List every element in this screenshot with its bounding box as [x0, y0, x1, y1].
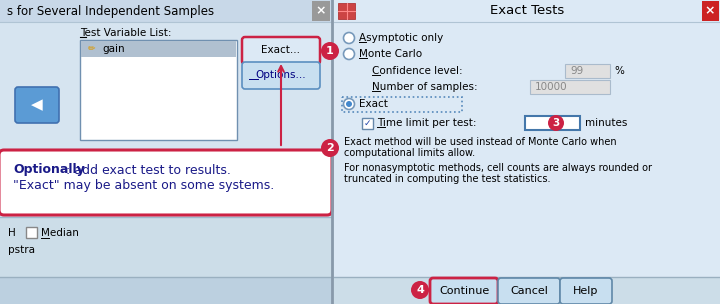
Circle shape [343, 33, 354, 43]
Circle shape [548, 115, 564, 131]
Text: 3: 3 [552, 118, 559, 128]
Text: Exact: Exact [359, 99, 388, 109]
Bar [0, 277, 332, 304]
Text: truncated in computing the test statistics.: truncated in computing the test statisti… [344, 174, 551, 184]
Text: ×: × [705, 5, 715, 18]
Text: For nonasymptotic methods, cell counts are always rounded or: For nonasymptotic methods, cell counts a… [344, 163, 652, 173]
Text: computational limits allow.: computational limits allow. [344, 148, 475, 158]
Text: : add exact test to results.: : add exact test to results. [66, 164, 231, 177]
Text: Continue: Continue [439, 286, 489, 296]
Text: 4: 4 [416, 285, 424, 295]
Bar [338, 3, 355, 19]
Bar [334, 0, 720, 304]
Text: Optionally: Optionally [13, 164, 85, 177]
Text: 2: 2 [326, 143, 334, 153]
Bar [26, 227, 37, 238]
Text: ✏: ✏ [87, 44, 95, 54]
Text: 5: 5 [531, 118, 538, 128]
Text: pstra: pstra [8, 245, 35, 255]
Text: gain: gain [102, 44, 125, 54]
Bar [565, 64, 610, 78]
Circle shape [343, 49, 354, 60]
FancyBboxPatch shape [560, 278, 612, 304]
Text: Exact method will be used instead of Monte Carlo when: Exact method will be used instead of Mon… [344, 137, 616, 147]
FancyBboxPatch shape [430, 278, 498, 304]
Text: 1: 1 [326, 46, 334, 56]
Text: Confidence level:: Confidence level: [372, 66, 463, 76]
Bar [362, 118, 373, 129]
Text: s for Several Independent Samples: s for Several Independent Samples [7, 5, 214, 18]
Bar [0, 0, 332, 304]
Text: ×: × [316, 5, 326, 18]
Bar [525, 116, 580, 130]
FancyBboxPatch shape [242, 37, 320, 64]
Text: 10000: 10000 [535, 82, 567, 92]
Text: Cancel: Cancel [510, 286, 548, 296]
Text: Asymptotic only: Asymptotic only [359, 33, 444, 43]
Bar [702, 1, 719, 21]
Text: minutes: minutes [585, 118, 627, 128]
Text: ✓: ✓ [364, 119, 372, 127]
Text: Test Variable List:: Test Variable List: [80, 28, 171, 38]
Bar [0, 217, 332, 304]
Text: H: H [8, 228, 16, 238]
Bar [334, 0, 720, 22]
Text: Exact...: Exact... [261, 45, 300, 55]
Circle shape [321, 139, 339, 157]
Bar [342, 97, 462, 112]
Bar [81, 41, 236, 57]
FancyBboxPatch shape [242, 62, 320, 89]
Text: %: % [614, 66, 624, 76]
Text: 99: 99 [570, 66, 583, 76]
Text: Exact Tests: Exact Tests [490, 5, 564, 18]
Circle shape [346, 101, 352, 107]
Bar [0, 0, 332, 22]
FancyBboxPatch shape [0, 150, 332, 215]
Circle shape [321, 42, 339, 60]
Bar [334, 277, 720, 304]
Text: Help: Help [573, 286, 599, 296]
Bar [530, 80, 610, 94]
FancyBboxPatch shape [15, 87, 59, 123]
Text: Options...: Options... [256, 70, 306, 80]
Text: Monte Carlo: Monte Carlo [359, 49, 422, 59]
Circle shape [343, 98, 354, 109]
Text: "Exact" may be absent on some systems.: "Exact" may be absent on some systems. [13, 179, 274, 192]
Bar [312, 1, 330, 21]
Text: ◀: ◀ [31, 98, 43, 112]
Text: Number of samples:: Number of samples: [372, 82, 477, 92]
Text: Time limit per test:: Time limit per test: [377, 118, 477, 128]
FancyBboxPatch shape [498, 278, 560, 304]
Circle shape [411, 281, 429, 299]
Bar [80, 40, 237, 140]
Text: Median: Median [41, 228, 79, 238]
